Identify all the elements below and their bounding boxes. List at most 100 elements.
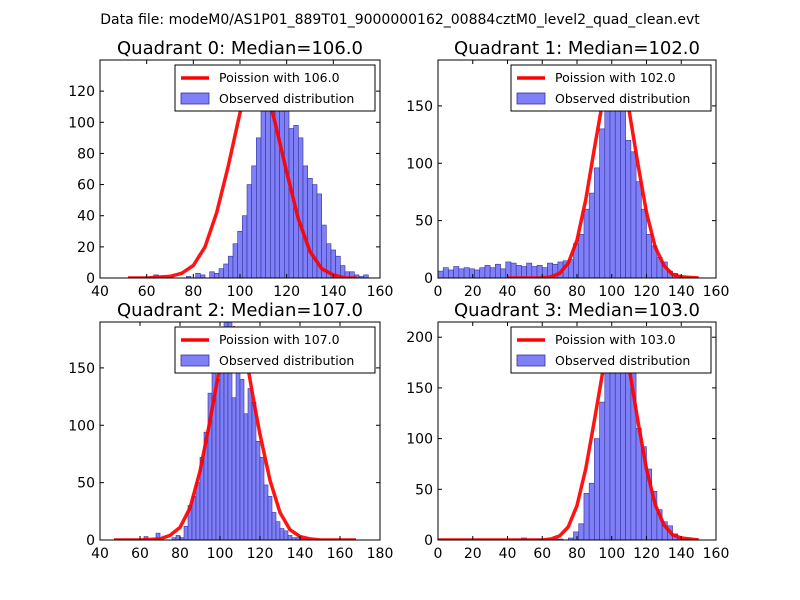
histogram-bar	[515, 265, 522, 278]
histogram-bar	[237, 230, 243, 278]
histogram-bar	[195, 482, 201, 540]
x-tick-label: 160	[327, 546, 354, 562]
histogram-bar	[468, 268, 475, 278]
histogram-bar	[283, 530, 289, 540]
histogram-bar	[186, 276, 192, 278]
x-tick-label: 140	[287, 546, 314, 562]
y-tick-label: 100	[406, 156, 433, 172]
histogram-bar	[255, 441, 261, 540]
histogram-bar	[578, 234, 585, 278]
histogram-bar	[599, 401, 606, 540]
x-tick-label: 160	[703, 546, 730, 562]
x-tick-label: 100	[598, 284, 625, 300]
legend-entry-observed: Observed distribution	[555, 91, 690, 106]
x-tick-label: 180	[367, 546, 394, 562]
histogram-bar	[448, 269, 454, 278]
histogram-bar	[474, 269, 480, 278]
y-tick-label: 200	[406, 330, 433, 346]
histogram-bar	[256, 137, 262, 278]
histogram-bar	[604, 99, 611, 278]
y-tick-label: 0	[86, 271, 95, 287]
y-tick-label: 20	[77, 240, 95, 256]
histogram-bar	[219, 367, 225, 540]
histogram-bar	[265, 90, 271, 278]
histogram-bar	[247, 388, 253, 540]
histogram-bar	[235, 356, 241, 540]
histogram-bar	[635, 181, 642, 278]
x-tick-label: 160	[367, 284, 394, 300]
x-tick-label: 0	[434, 284, 443, 300]
x-tick-label: 120	[633, 284, 660, 300]
histogram-bar	[270, 100, 276, 278]
y-tick-label: 150	[68, 361, 95, 377]
histogram-bar	[312, 184, 318, 278]
histogram-bar	[625, 367, 632, 540]
x-tick-label: 60	[131, 546, 149, 562]
histogram-bar	[536, 265, 543, 278]
x-tick-label: 60	[138, 284, 156, 300]
legend: Poission with 102.0 Observed distribution	[510, 64, 712, 112]
histogram-bar	[630, 151, 637, 278]
legend-entry-poisson: Poission with 106.0	[219, 70, 340, 85]
x-tick-label: 80	[171, 546, 189, 562]
histogram-bar	[223, 263, 229, 278]
histogram-bar	[625, 140, 632, 278]
histogram-bar	[284, 103, 290, 278]
x-tick-label: 80	[568, 284, 586, 300]
histogram-bar	[279, 528, 285, 540]
x-tick-label: 80	[568, 546, 586, 562]
histogram-bar	[479, 267, 486, 278]
x-tick-label: 120	[273, 284, 300, 300]
legend-bar-swatch	[516, 92, 546, 105]
histogram-bar	[298, 137, 304, 278]
histogram-bar	[307, 178, 313, 278]
histogram-bar	[458, 268, 465, 278]
x-tick-label: 100	[227, 284, 254, 300]
legend-entry-poisson: Poission with 103.0	[555, 332, 676, 347]
histogram-bar	[578, 523, 585, 540]
histogram-bar	[215, 379, 221, 540]
histogram-bar	[620, 105, 626, 278]
x-tick-label: 120	[247, 546, 274, 562]
histogram-bar	[231, 397, 237, 540]
x-tick-label: 20	[464, 546, 482, 562]
legend-bar-swatch	[516, 354, 546, 367]
legend-entry-observed: Observed distribution	[219, 353, 354, 368]
histogram-bar	[594, 438, 600, 540]
histogram-bar	[453, 266, 460, 278]
panel-title: Quadrant 0: Median=106.0	[117, 38, 363, 59]
histogram-bar	[495, 263, 501, 278]
x-tick-label: 80	[184, 284, 202, 300]
legend-entry-poisson: Poission with 102.0	[555, 70, 676, 85]
x-tick-label: 140	[668, 546, 695, 562]
histogram-bar	[599, 128, 606, 278]
y-tick-label: 100	[68, 115, 95, 131]
panel-title: Quadrant 1: Median=102.0	[454, 38, 700, 59]
histogram-bar	[228, 255, 234, 278]
histogram-bar	[583, 493, 590, 540]
x-tick-label: 140	[668, 284, 695, 300]
histogram-bar	[195, 273, 201, 278]
histogram-bar	[505, 261, 512, 278]
axes-frame	[99, 321, 381, 541]
histogram-bar	[183, 525, 189, 540]
x-tick-label: 100	[207, 546, 234, 562]
y-tick-label: 50	[415, 214, 433, 230]
histogram-bars	[153, 72, 369, 278]
histogram-bar	[260, 109, 266, 278]
figure-suptitle: Data file: modeM0/AS1P01_889T01_90000001…	[100, 12, 700, 28]
x-tick-label: 20	[464, 284, 482, 300]
x-tick-label: 160	[703, 284, 730, 300]
y-tick-label: 0	[424, 533, 433, 549]
histogram-bar	[594, 167, 600, 278]
histogram-bar	[251, 402, 257, 540]
histogram-bar	[214, 273, 220, 278]
histogram-bar	[251, 165, 257, 278]
histogram-bar	[588, 482, 595, 540]
legend-entry-poisson: Poission with 107.0	[219, 332, 340, 347]
y-tick-label: 60	[77, 178, 95, 194]
legend: Poission with 103.0 Observed distribution	[510, 326, 712, 374]
x-tick-label: 40	[91, 546, 109, 562]
histogram-bar	[489, 267, 496, 278]
